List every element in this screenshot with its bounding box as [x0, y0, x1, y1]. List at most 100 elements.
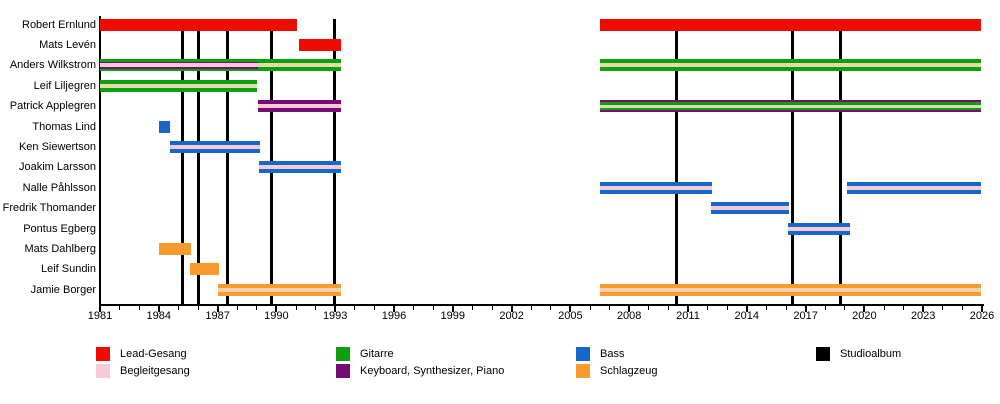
- axis-tick: [256, 306, 258, 310]
- bar-stripe: [710, 206, 789, 211]
- member-bar-segment: [169, 140, 260, 153]
- member-bar-segment: [100, 18, 297, 31]
- axis-tick-label: 1984: [146, 310, 172, 322]
- legend-label: Lead-Gesang: [120, 348, 187, 360]
- bar-stripe: [217, 283, 342, 288]
- axis-tick-label: 1996: [381, 310, 407, 322]
- legend-label: Schlagzeug: [600, 364, 658, 377]
- bar-stripe: [787, 222, 850, 227]
- axis-tick: [687, 306, 689, 312]
- axis-tick: [177, 306, 179, 310]
- bar-stripe: [787, 230, 850, 235]
- axis-tick-label: 1990: [264, 310, 289, 322]
- axis-tick: [981, 306, 983, 312]
- bar-stripe: [298, 38, 342, 51]
- axis-tick-label: 1987: [205, 310, 230, 322]
- member-label: Fredrik Thomander: [2, 202, 96, 215]
- axis-tick: [491, 306, 493, 310]
- bar-stripe: [258, 169, 342, 174]
- axis-tick: [451, 306, 454, 312]
- member-bar-segment: [787, 222, 850, 235]
- bar-stripe: [100, 61, 258, 64]
- axis-tick: [589, 306, 591, 310]
- bar-stripe: [190, 263, 219, 276]
- axis-tick: [942, 306, 944, 310]
- bar-stripe: [257, 59, 342, 64]
- member-label: Robert Ernlund: [22, 18, 96, 31]
- axis-tick: [883, 306, 885, 310]
- member-label: Joakim Larsson: [18, 161, 96, 174]
- member-label: Leif Liljegren: [33, 79, 96, 92]
- bar-stripe: [100, 83, 257, 88]
- axis-tick: [393, 306, 395, 312]
- axis-tick: [99, 306, 101, 312]
- bar-stripe: [158, 120, 170, 133]
- axis-tick: [236, 306, 238, 310]
- axis-tick: [510, 306, 513, 312]
- axis-tick: [354, 306, 356, 310]
- bar-stripe: [599, 102, 982, 105]
- studioalbum-line: [225, 18, 229, 305]
- studioalbum-line: [674, 18, 678, 305]
- member-bar-segment: [257, 59, 342, 72]
- legend-label: Gitarre: [360, 348, 394, 360]
- bar-stripe: [100, 79, 257, 84]
- bar-stripe: [257, 100, 342, 105]
- member-bar-segment: [257, 100, 342, 113]
- axis-tick: [903, 306, 905, 310]
- bar-stripe: [100, 18, 297, 31]
- bar-stripe: [599, 104, 982, 108]
- member-label: Thomas Lind: [32, 120, 96, 133]
- bar-stripe: [599, 110, 982, 113]
- axis-tick: [315, 306, 317, 310]
- member-bar-segment: [158, 242, 192, 255]
- bar-stripe: [258, 161, 342, 166]
- bar-stripe: [846, 181, 981, 186]
- bar-stripe: [599, 107, 982, 111]
- axis-tick: [432, 306, 434, 310]
- axis-tick-label: 2023: [910, 310, 936, 322]
- bar-stripe: [100, 63, 258, 68]
- member-bar-segment: [100, 59, 258, 72]
- axis-tick: [373, 306, 375, 310]
- axis-tick: [413, 306, 415, 310]
- member-bar-segment: [217, 283, 342, 296]
- axis-tick: [765, 306, 767, 310]
- member-label: Patrick Applegren: [9, 100, 96, 113]
- legend-swatch-red: [96, 347, 110, 361]
- axis-tick-label: 1999: [440, 310, 466, 322]
- axis-tick-label: 1993: [322, 310, 348, 322]
- member-label: Mats Levén: [39, 38, 96, 51]
- axis-tick: [785, 306, 787, 310]
- member-bar-segment: [298, 38, 342, 51]
- legend-label: Studioalbum: [840, 348, 902, 360]
- bar-stripe: [599, 185, 712, 190]
- bar-stripe: [599, 189, 712, 194]
- axis-tick-label: 2011: [676, 310, 700, 322]
- bar-stripe: [599, 67, 982, 72]
- bar-stripe: [846, 185, 981, 190]
- bar-stripe: [710, 210, 789, 215]
- member-label: Anders Wilkstrom: [9, 59, 96, 72]
- bar-stripe: [217, 291, 342, 296]
- axis-tick: [628, 306, 631, 312]
- axis-tick-label: 2014: [734, 310, 760, 322]
- axis-tick: [157, 306, 160, 312]
- bar-stripe: [257, 67, 342, 72]
- bar-stripe: [599, 291, 982, 296]
- member-label: Leif Sundin: [40, 263, 96, 276]
- axis-tick-label: 2026: [969, 310, 995, 322]
- axis-tick-label: 2017: [793, 310, 818, 322]
- axis-tick: [530, 306, 532, 310]
- legend-label: Keyboard, Synthesizer, Piano: [360, 364, 505, 377]
- axis-tick: [138, 306, 140, 310]
- bar-stripe: [257, 104, 342, 109]
- axis-tick: [726, 306, 728, 310]
- x-axis-line: [99, 304, 984, 306]
- axis-tick: [648, 306, 650, 310]
- y-axis-line: [99, 16, 101, 305]
- studioalbum-line: [839, 18, 843, 305]
- member-label: Jamie Borger: [30, 283, 96, 296]
- bar-stripe: [257, 108, 342, 113]
- axis-tick: [804, 306, 807, 312]
